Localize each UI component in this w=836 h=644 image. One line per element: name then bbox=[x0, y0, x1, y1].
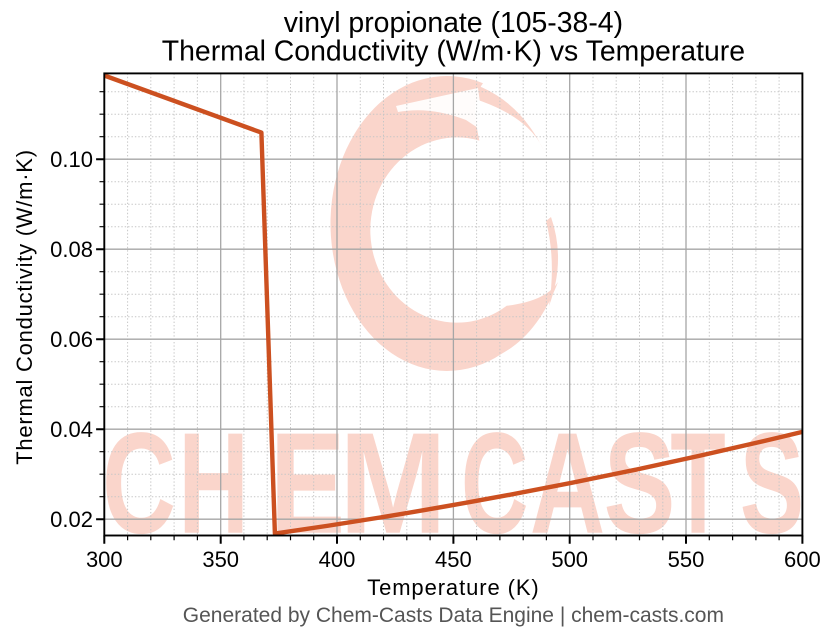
svg-text:C: C bbox=[102, 404, 176, 564]
svg-text:T: T bbox=[670, 402, 725, 564]
svg-text:0.08: 0.08 bbox=[50, 237, 93, 262]
svg-text:C: C bbox=[461, 402, 529, 563]
svg-text:Temperature (K): Temperature (K) bbox=[367, 575, 539, 600]
svg-text:0.04: 0.04 bbox=[50, 417, 93, 442]
svg-text:500: 500 bbox=[551, 547, 588, 572]
svg-text:vinyl propionate (105-38-4): vinyl propionate (105-38-4) bbox=[284, 7, 623, 39]
svg-text:550: 550 bbox=[668, 547, 705, 572]
svg-text:0.10: 0.10 bbox=[50, 147, 93, 172]
svg-text:450: 450 bbox=[435, 547, 472, 572]
svg-text:300: 300 bbox=[86, 547, 123, 572]
svg-text:400: 400 bbox=[319, 547, 356, 572]
svg-text:M: M bbox=[339, 403, 447, 564]
svg-text:0.02: 0.02 bbox=[50, 507, 93, 532]
svg-text:Generated by Chem-Casts Data E: Generated by Chem-Casts Data Engine | ch… bbox=[183, 604, 724, 627]
svg-text:350: 350 bbox=[202, 547, 239, 572]
svg-text:E: E bbox=[270, 404, 345, 564]
svg-text:600: 600 bbox=[784, 547, 821, 572]
svg-text:Thermal Conductivity (W/m·K): Thermal Conductivity (W/m·K) bbox=[12, 149, 37, 465]
svg-text:S: S bbox=[740, 402, 804, 563]
svg-text:0.06: 0.06 bbox=[50, 327, 93, 352]
svg-text:Thermal Conductivity (W/m·K) v: Thermal Conductivity (W/m·K) vs Temperat… bbox=[162, 36, 745, 68]
svg-text:H: H bbox=[178, 404, 249, 564]
